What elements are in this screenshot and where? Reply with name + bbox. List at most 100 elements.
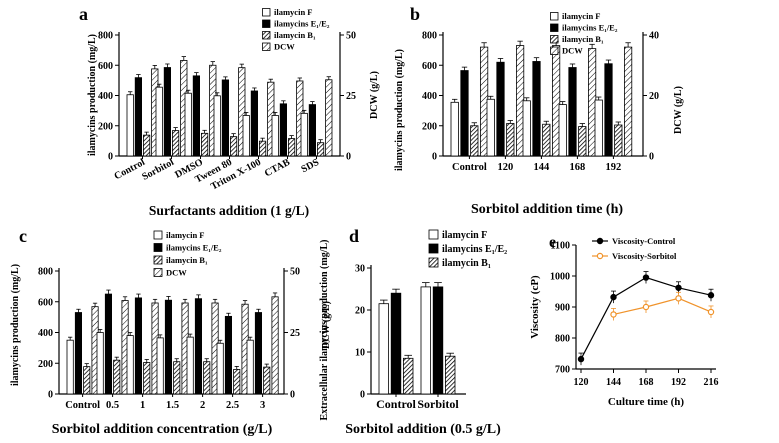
x-tick-label: 144 — [534, 162, 551, 173]
bar — [203, 361, 211, 395]
bar — [460, 70, 469, 157]
y-tick-label: 600 — [422, 61, 437, 72]
bar — [142, 134, 151, 157]
x-tick-label: Control — [376, 397, 416, 411]
bar — [134, 297, 143, 395]
y-tick-label: 400 — [98, 91, 113, 102]
bar — [126, 94, 134, 157]
x-tick-label: 1.5 — [166, 400, 179, 411]
x-tick-label: SDS — [300, 157, 322, 176]
y2-tick-label: 40 — [649, 31, 659, 42]
legend-label: Viscosity-Control — [612, 236, 676, 246]
y-tick-label: 200 — [98, 121, 113, 132]
data-point — [675, 295, 682, 302]
bar — [402, 357, 414, 395]
bar — [171, 130, 180, 157]
data-point — [610, 311, 617, 318]
bar — [184, 92, 192, 157]
x-axis-label: Culture time (h) — [608, 396, 685, 408]
bar — [263, 366, 271, 395]
bar — [213, 95, 221, 157]
y-tick-label: 600 — [98, 61, 113, 72]
legend-label: ilamycin B₁ — [562, 34, 604, 44]
legend-label: ilamycin B₁ — [274, 30, 316, 40]
panel-label: d — [349, 226, 359, 246]
bar — [287, 138, 296, 157]
bar — [568, 67, 577, 157]
x-tick-label: 120 — [498, 162, 514, 173]
bar — [522, 100, 531, 157]
x-tick-label: Control — [112, 157, 147, 182]
y2-axis-label: DCW (g/L) — [673, 86, 684, 134]
bar — [229, 136, 238, 157]
y-axis-label: Viscosity (cP) — [529, 275, 541, 339]
x-tick-label: 192 — [606, 162, 622, 173]
y-tick-label: 0 — [48, 390, 53, 401]
bar — [558, 104, 567, 157]
data-point — [642, 274, 650, 281]
bar — [271, 296, 279, 395]
legend-label: ilamycin B₁ — [166, 255, 208, 265]
bar — [532, 61, 541, 157]
x-axis-label: Sorbitol addition time (h) — [471, 202, 623, 217]
bar — [254, 312, 263, 395]
bar — [221, 79, 229, 157]
legend-swatch — [262, 19, 271, 28]
y-tick-label: 700 — [555, 365, 570, 376]
legend-label: ilamycins E₁/E₂ — [442, 244, 507, 255]
y-tick-label: 200 — [38, 359, 53, 370]
y-tick-label: 0 — [360, 390, 365, 401]
bar — [216, 342, 224, 395]
legend-swatch — [428, 257, 439, 268]
x-tick-label: Control — [452, 162, 487, 173]
y2-tick-label: 0 — [346, 152, 351, 163]
panel-label: b — [410, 4, 420, 24]
bar — [594, 99, 603, 157]
legend-label: ilamycins E₁/E₂ — [562, 23, 618, 33]
bar — [300, 112, 308, 157]
x-axis-label: Sorbitol addition (0.5 g/L) — [345, 422, 501, 437]
bar — [496, 61, 505, 157]
y-tick-label: 30 — [355, 264, 365, 275]
x-tick-label: Control — [65, 400, 100, 411]
bar — [163, 67, 171, 157]
y-tick-label: 1100 — [551, 241, 570, 252]
bar — [173, 361, 181, 395]
legend-label: ilamycin F — [562, 11, 600, 21]
bar — [450, 101, 459, 157]
y-tick-label: 800 — [38, 267, 53, 278]
legend-swatch — [550, 46, 559, 55]
x-tick-label: 1 — [140, 400, 145, 411]
panel-label: a — [79, 4, 88, 24]
legend-label: ilamycin F — [274, 7, 312, 17]
legend-marker — [596, 237, 604, 245]
legend-label: ilamycin F — [442, 230, 487, 241]
data-point — [610, 293, 617, 301]
y-tick-label: 800 — [422, 31, 437, 42]
y-axis-label: ilamycins production (mg/L) — [87, 34, 98, 156]
legend-swatch — [262, 31, 271, 40]
data-point — [707, 292, 715, 299]
legend-marker — [596, 252, 604, 260]
series-line — [613, 297, 712, 316]
legend-swatch — [153, 255, 163, 265]
bar — [614, 124, 623, 157]
y2-tick-label: 50 — [290, 267, 300, 278]
y-axis-label: ilamycins production (mg/L) — [10, 264, 21, 386]
bar — [83, 366, 91, 395]
y-tick-label: 600 — [38, 297, 53, 308]
bar — [325, 79, 333, 157]
bar — [378, 303, 390, 395]
bar — [224, 315, 233, 395]
legend-swatch — [428, 243, 439, 254]
data-point — [707, 308, 715, 316]
bar — [164, 299, 173, 395]
bar — [143, 362, 151, 395]
bar — [470, 125, 479, 157]
legend-swatch — [550, 12, 559, 21]
y2-axis-label: DCW (g/L) — [321, 301, 332, 349]
x-tick-label: 216 — [704, 377, 719, 388]
legend-swatch — [153, 230, 163, 240]
